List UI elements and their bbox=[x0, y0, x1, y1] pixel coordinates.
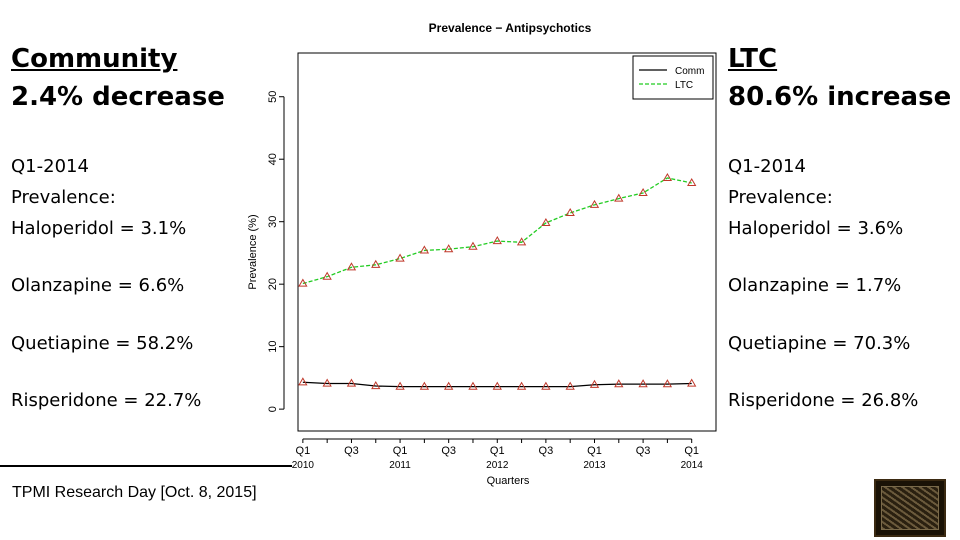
data-point-comm bbox=[395, 381, 405, 390]
data-point-comm bbox=[468, 381, 478, 390]
y-tick-label: 40 bbox=[267, 153, 279, 165]
data-point-comm bbox=[444, 381, 454, 390]
data-point-ltc bbox=[565, 207, 575, 217]
data-point-comm bbox=[322, 378, 332, 387]
footer-text: TPMI Research Day [Oct. 8, 2015] bbox=[12, 484, 257, 501]
data-point-ltc bbox=[371, 259, 381, 268]
x-year-label: 2013 bbox=[583, 460, 606, 471]
data-point-ltc bbox=[298, 278, 308, 287]
data-point-ltc bbox=[541, 217, 551, 227]
y-tick-label: 0 bbox=[267, 406, 279, 412]
chart-title: Prevalence − Antipsychotics bbox=[429, 21, 592, 35]
x-tick-label: Q3 bbox=[344, 445, 359, 457]
data-point-comm bbox=[541, 381, 551, 390]
community-stat-olanzapine: Olanzapine = 6.6% bbox=[11, 275, 185, 296]
prevalence-chart: Prevalence − Antipsychotics 0 10 20 30 40 50 Q… bbox=[247, 21, 717, 487]
data-point-ltc bbox=[419, 245, 430, 254]
community-prevalence-label: Prevalence: bbox=[11, 187, 116, 208]
series-layer bbox=[298, 172, 697, 390]
series-line-comm bbox=[302, 381, 692, 388]
footer-divider bbox=[0, 465, 292, 467]
y-tick-label: 50 bbox=[267, 91, 279, 103]
ltc-stat-quetiapine: Quetiapine = 70.3% bbox=[728, 333, 911, 354]
data-point-ltc bbox=[346, 262, 357, 271]
x-tick-label: Q3 bbox=[539, 445, 554, 457]
data-point-ltc bbox=[492, 236, 502, 245]
legend-label-ltc: LTC bbox=[675, 80, 693, 91]
legend-label-comm: Comm bbox=[675, 66, 704, 77]
data-point-comm bbox=[565, 381, 575, 390]
ltc-heading: LTC bbox=[728, 44, 778, 74]
legend-box bbox=[632, 55, 714, 100]
community-quarter: Q1-2014 bbox=[11, 156, 89, 177]
y-tick-label: 20 bbox=[267, 278, 279, 290]
ltc-stat-olanzapine: Olanzapine = 1.7% bbox=[728, 275, 902, 296]
data-point-ltc bbox=[589, 199, 600, 208]
x-tick-label: Q3 bbox=[636, 445, 651, 457]
ltc-panel: LTC 80.6% increase bbox=[728, 40, 958, 116]
community-panel: Community 2.4% decrease bbox=[11, 40, 241, 116]
plot-frame bbox=[297, 52, 717, 432]
data-point-comm bbox=[419, 381, 430, 390]
ltc-change: 80.6% increase bbox=[728, 82, 952, 112]
data-point-ltc bbox=[638, 187, 648, 197]
y-axis-label: Prevalence (%) bbox=[247, 214, 259, 289]
ltc-quarter: Q1-2014 bbox=[728, 156, 806, 177]
series-line-ltc bbox=[302, 177, 692, 285]
thumbnail-image bbox=[874, 479, 946, 537]
data-point-comm bbox=[638, 379, 648, 388]
data-point-ltc bbox=[444, 244, 454, 253]
data-point-ltc bbox=[395, 253, 405, 262]
y-tick-label: 30 bbox=[267, 216, 279, 228]
x-year-label: 2010 bbox=[292, 460, 315, 471]
x-year-label: 2012 bbox=[486, 460, 509, 471]
data-point-ltc bbox=[662, 172, 673, 182]
data-point-comm bbox=[371, 381, 381, 390]
data-point-ltc bbox=[322, 271, 332, 280]
ltc-stat-risperidone: Risperidone = 26.8% bbox=[728, 390, 919, 411]
data-point-ltc bbox=[468, 241, 478, 250]
community-stat-quetiapine: Quetiapine = 58.2% bbox=[11, 333, 194, 354]
legend: Comm LTC bbox=[632, 55, 714, 100]
community-stat-haloperidol: Haloperidol = 3.1% bbox=[11, 218, 187, 239]
community-stat-risperidone: Risperidone = 22.7% bbox=[11, 390, 202, 411]
community-heading: Community bbox=[11, 44, 178, 74]
community-change: 2.4% decrease bbox=[11, 82, 225, 112]
ltc-prevalence-label: Prevalence: bbox=[728, 187, 833, 208]
data-point-comm bbox=[298, 377, 308, 386]
data-point-ltc bbox=[687, 177, 697, 187]
data-point-comm bbox=[492, 381, 502, 390]
x-tick-label: Q1 bbox=[684, 445, 699, 457]
y-tick-label: 10 bbox=[267, 341, 279, 353]
x-axis-label: Quarters bbox=[487, 475, 530, 487]
data-point-comm bbox=[662, 379, 673, 388]
data-point-ltc bbox=[614, 193, 624, 202]
data-point-comm bbox=[614, 379, 624, 388]
data-point-comm bbox=[346, 378, 357, 387]
data-point-comm bbox=[687, 378, 697, 387]
x-year-label: 2014 bbox=[681, 460, 704, 471]
x-tick-label: Q1 bbox=[490, 445, 505, 457]
x-year-label: 2011 bbox=[389, 460, 411, 471]
data-point-comm bbox=[516, 381, 527, 390]
ltc-stat-haloperidol: Haloperidol = 3.6% bbox=[728, 218, 904, 239]
x-tick-label: Q1 bbox=[393, 445, 408, 457]
data-point-ltc bbox=[516, 237, 527, 246]
data-point-comm bbox=[589, 379, 600, 388]
axes: 0 10 20 30 40 50 Q1 2010 Q3 Q1 2011 Q3 Q1 2012 Q3 Q1 201… bbox=[267, 91, 703, 471]
x-tick-label: Q1 bbox=[296, 445, 311, 457]
x-tick-label: Q1 bbox=[587, 445, 602, 457]
x-tick-label: Q3 bbox=[441, 445, 456, 457]
